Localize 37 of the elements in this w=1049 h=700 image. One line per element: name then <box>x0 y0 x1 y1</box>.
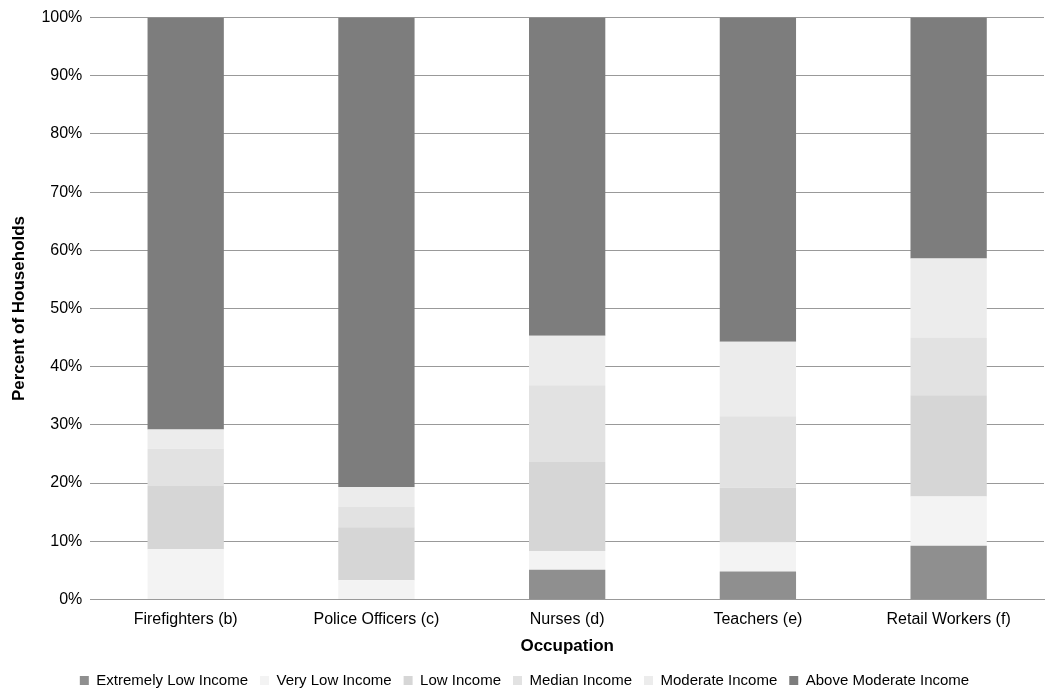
bar <box>719 542 797 572</box>
y-tick-label: 70% <box>50 182 83 200</box>
y-tick-label: 30% <box>50 415 83 433</box>
bar <box>338 580 415 599</box>
legend-label: Above Moderate Income <box>805 670 970 688</box>
x-tick-label: Retail Workers (f) <box>886 610 1011 628</box>
y-axis-title: Percent of Households <box>8 215 28 402</box>
x-tick-label: Nurses (d) <box>529 610 605 628</box>
y-tick-label: 50% <box>50 298 83 316</box>
bar <box>147 549 224 599</box>
y-tick-label: 90% <box>50 66 83 84</box>
bar <box>910 496 987 546</box>
bar <box>529 569 606 599</box>
x-tick-label: Firefighters (b) <box>133 610 238 628</box>
bar <box>910 17 987 259</box>
y-tick-label: 100% <box>41 8 83 26</box>
bar <box>719 17 797 342</box>
y-tick-label: 20% <box>50 473 83 491</box>
bar <box>147 17 224 430</box>
y-tick-label: 60% <box>50 240 83 258</box>
legend-label: Extremely Low Income <box>96 670 249 688</box>
x-tick-label: Police Officers (c) <box>313 610 440 628</box>
y-tick-label: 40% <box>50 357 83 375</box>
y-tick-label: 80% <box>50 124 83 142</box>
y-tick-label: 10% <box>50 531 83 549</box>
bar <box>529 17 606 336</box>
bar <box>338 17 415 488</box>
x-axis-title: Occupation <box>520 636 614 656</box>
bar <box>529 551 606 570</box>
bar <box>910 545 987 599</box>
legend-label: Median Income <box>529 670 633 688</box>
y-tick-label: 0% <box>59 589 83 607</box>
x-tick-label: Teachers (e) <box>713 610 803 628</box>
legend-label: Low Income <box>420 670 501 688</box>
legend-label: Very Low Income <box>276 670 392 688</box>
legend-label: Moderate Income <box>660 670 778 688</box>
bar <box>719 571 797 599</box>
